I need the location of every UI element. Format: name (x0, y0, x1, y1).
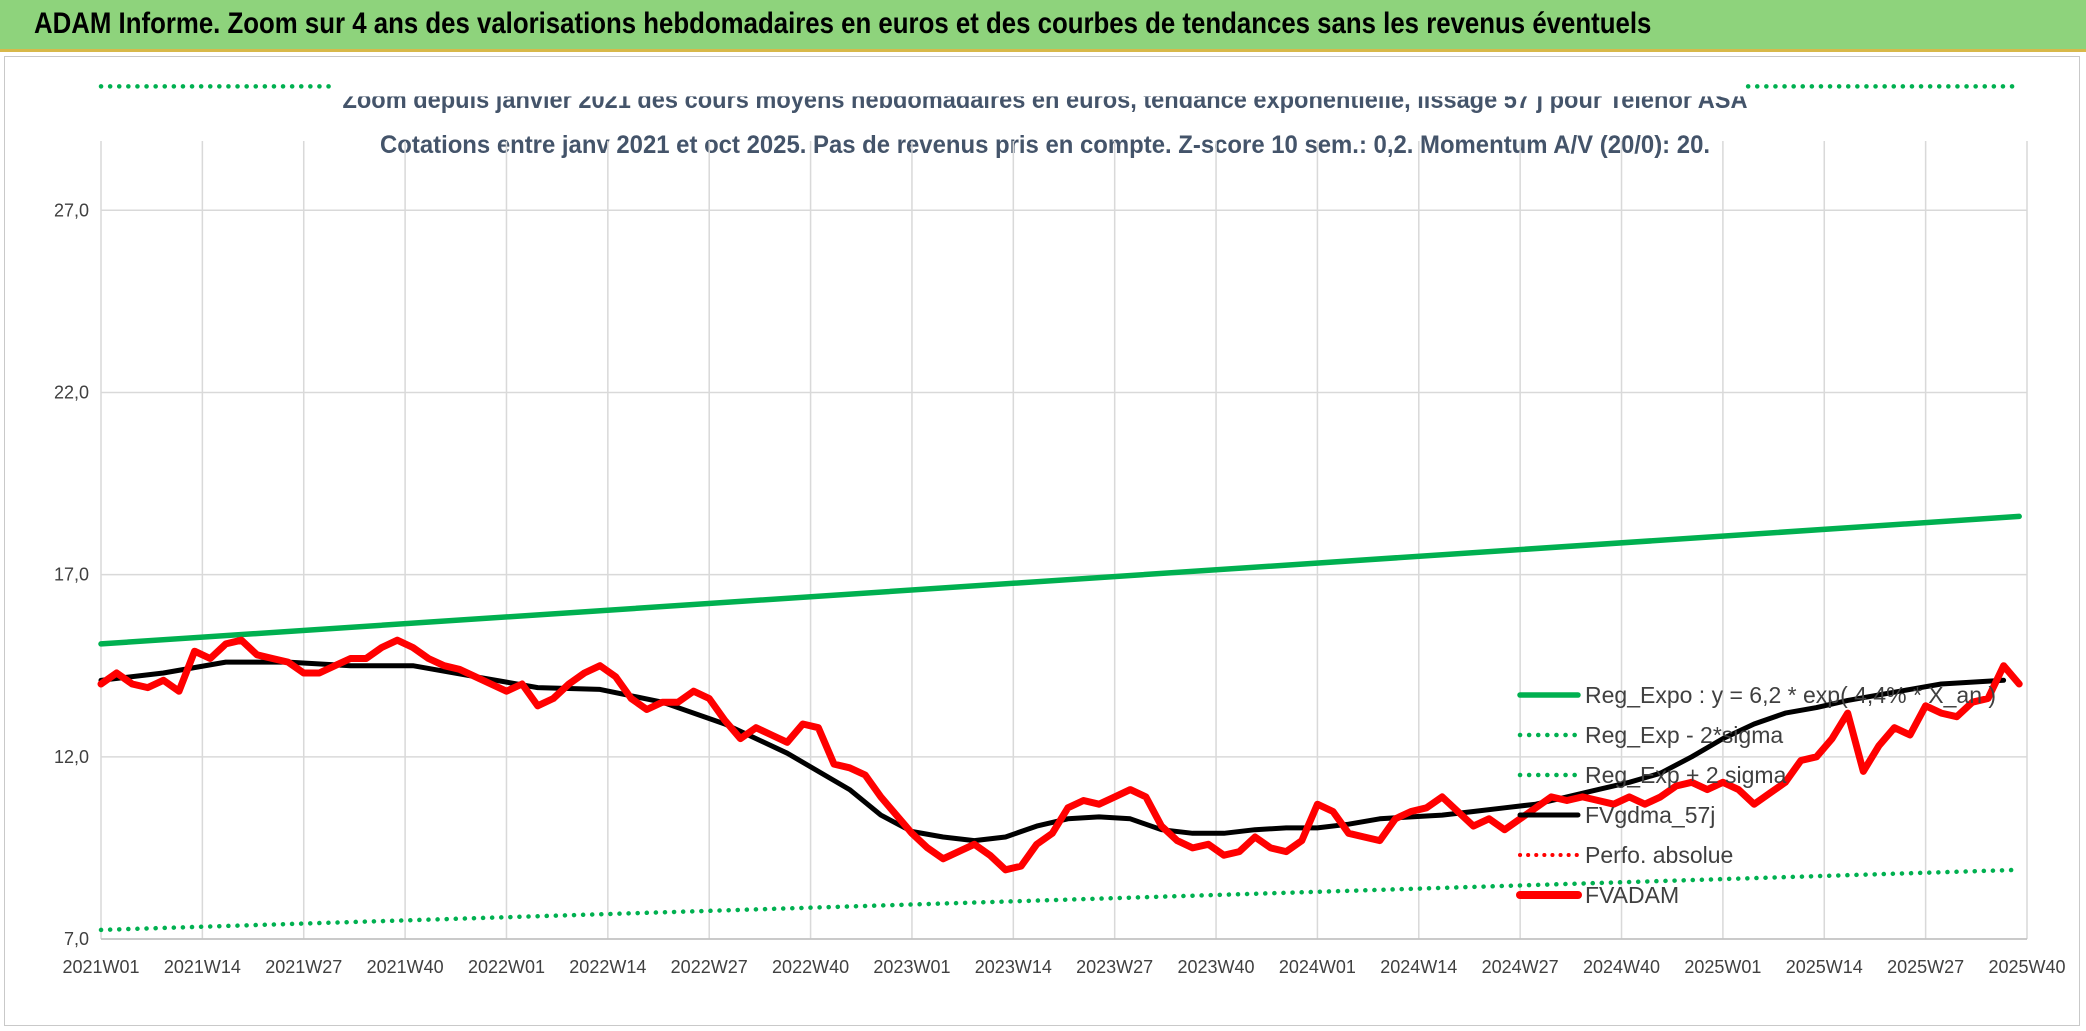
series-line-5 (97, 636, 2023, 874)
legend-label-4: Perfo. absolue (1585, 842, 1733, 868)
x-tick-label: 2022W01 (468, 957, 545, 977)
y-tick-label: 12,0 (54, 747, 89, 767)
x-tick-label: 2021W40 (367, 957, 444, 977)
series-line-0 (98, 513, 2022, 647)
title-backdrop (335, 76, 1745, 97)
y-tick-label: 7,0 (64, 929, 89, 949)
axes: 2021W01 2021W14 2021W27 2021W40 2022W01 2022W… (54, 200, 2066, 977)
x-tick-label: 2022W27 (671, 957, 748, 977)
report-title: ADAM Informe. Zoom sur 4 ans des valoris… (34, 7, 1652, 40)
x-tick-label: 2024W01 (1279, 957, 1356, 977)
x-tick-label: 2024W14 (1380, 957, 1457, 977)
legend: Reg_Expo : y = 6,2 * exp( 4,4% * X_an ) R… (1516, 682, 1996, 908)
x-tick-label: 2023W40 (1178, 957, 1255, 977)
y-tick-label: 17,0 (54, 565, 89, 585)
legend-label-2: Reg_Exp + 2 sigma (1585, 762, 1787, 788)
chart-subtitle: Cotations entre janv 2021 et oct 2025. P… (380, 131, 1710, 159)
x-tick-label: 2022W14 (569, 957, 646, 977)
line-chart: Zoom depuis janvier 2021 des cours moyen… (54, 76, 2066, 977)
legend-label-0: Reg_Expo : y = 6,2 * exp( 4,4% * X_an ) (1585, 682, 1996, 708)
x-tick-label: 2025W27 (1887, 957, 1964, 977)
x-tick-label: 2023W01 (873, 957, 950, 977)
x-tick-label: 2024W40 (1583, 957, 1660, 977)
series-line-3 (98, 659, 2007, 844)
x-tick-label: 2021W27 (265, 957, 342, 977)
chart-frame: Zoom depuis janvier 2021 des cours moyen… (4, 56, 2080, 1026)
x-tick-label: 2025W01 (1684, 957, 1761, 977)
x-tick-label: 2024W27 (1482, 957, 1559, 977)
x-tick-label: 2022W40 (772, 957, 849, 977)
x-tick-label: 2021W14 (164, 957, 241, 977)
y-tick-label: 22,0 (54, 382, 89, 402)
report-header: ADAM Informe. Zoom sur 4 ans des valoris… (0, 0, 2086, 52)
series-line-1 (98, 867, 2022, 933)
legend-label-3: FVgdma_57j (1585, 802, 1715, 828)
legend-label-5: FVADAM (1585, 882, 1679, 908)
x-tick-label: 2025W14 (1786, 957, 1863, 977)
x-tick-label: 2023W14 (975, 957, 1052, 977)
legend-label-1: Reg_Exp - 2*sigma (1585, 722, 1783, 748)
x-tick-label: 2025W40 (1988, 957, 2065, 977)
x-tick-label: 2023W27 (1076, 957, 1153, 977)
grid (100, 141, 2028, 940)
x-tick-label: 2021W01 (62, 957, 139, 977)
y-tick-label: 27,0 (54, 200, 89, 220)
series-layer (97, 76, 2023, 933)
